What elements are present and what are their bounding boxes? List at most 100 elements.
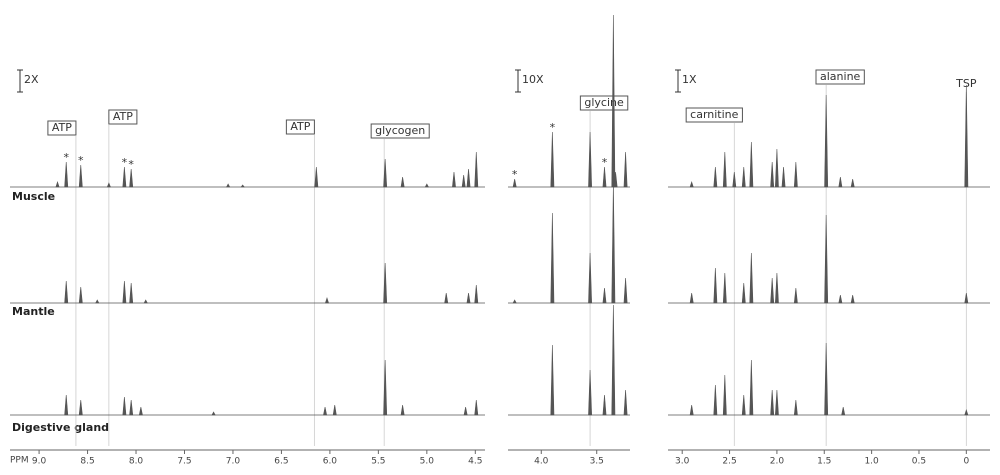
peak [741, 282, 746, 304]
peak [466, 168, 471, 188]
peak [588, 369, 592, 416]
peak [550, 344, 555, 416]
peak [611, 182, 616, 304]
peak [588, 252, 592, 304]
peak [400, 176, 405, 188]
peak [424, 183, 429, 188]
x-tick-label: 0 [963, 457, 969, 467]
peak [129, 168, 134, 188]
peak [774, 148, 779, 188]
peak [474, 284, 479, 304]
peak [383, 262, 388, 304]
x-tick-label: 4.5 [468, 457, 482, 467]
peak [732, 171, 737, 188]
row-label: Mantle [12, 305, 55, 318]
x-tick-label: 5.5 [371, 457, 385, 467]
peak [474, 399, 479, 416]
peak [824, 94, 829, 188]
scale-label: 1X [682, 73, 697, 86]
peak [55, 181, 60, 188]
peak [838, 176, 843, 188]
x-tick-label: 2.0 [770, 457, 785, 467]
marker: * [550, 121, 556, 134]
peak [770, 389, 775, 416]
peak [211, 411, 216, 416]
peak [64, 394, 69, 416]
x-tick-label: 7.0 [226, 457, 241, 467]
annotation-box [815, 69, 865, 85]
peak [64, 280, 69, 304]
peak [95, 299, 100, 304]
peak [78, 399, 83, 416]
peak [461, 174, 466, 188]
annotation-box [285, 119, 315, 135]
x-tick-label: 3.5 [590, 457, 604, 467]
peak [713, 267, 718, 304]
annotation-box [685, 107, 743, 123]
marker: * [63, 151, 69, 164]
peak [466, 292, 471, 304]
peak [106, 182, 111, 188]
peak [129, 399, 134, 416]
annotation: alanine [820, 70, 861, 83]
peak [713, 384, 718, 416]
peak [749, 252, 754, 304]
annotation-box [579, 95, 629, 111]
peak [722, 151, 727, 188]
peak [964, 409, 969, 416]
peak [793, 287, 798, 304]
peak [689, 181, 694, 188]
peak [964, 84, 969, 188]
peak [623, 151, 628, 188]
peak [741, 394, 746, 416]
peak [602, 166, 607, 188]
marker: * [78, 154, 84, 167]
peak [713, 166, 718, 188]
peak [323, 406, 328, 416]
peak [850, 178, 855, 188]
peak [793, 399, 798, 416]
peak [964, 292, 969, 304]
peak [741, 166, 746, 188]
peak [138, 406, 143, 416]
annotation: ATP [290, 120, 310, 133]
peak [793, 161, 798, 188]
x-tick-label: 2.5 [722, 457, 736, 467]
peak [824, 342, 829, 416]
marker: * [128, 158, 134, 171]
peak [332, 404, 337, 416]
peak [602, 394, 607, 416]
peak [383, 158, 388, 188]
peak [400, 404, 405, 416]
x-tick-label: 8.5 [80, 457, 94, 467]
scale-label: 2X [24, 73, 39, 86]
peak [512, 178, 517, 188]
marker: * [512, 168, 518, 181]
x-tick-label: 6.0 [323, 457, 338, 467]
x-tick-label: 1.5 [817, 457, 831, 467]
x-tick-label: 6.5 [274, 457, 288, 467]
peak [324, 297, 330, 304]
peak [78, 286, 83, 304]
peak [602, 287, 607, 304]
peak [240, 184, 245, 188]
peak [824, 214, 829, 304]
peak [838, 294, 843, 304]
x-tick-label: 4.0 [534, 457, 549, 467]
peak [774, 389, 779, 416]
peak [722, 374, 727, 416]
peak [781, 166, 786, 188]
peak [770, 161, 775, 188]
peak [623, 277, 628, 304]
marker: * [602, 156, 608, 169]
peak [226, 183, 231, 188]
x-tick-label: 7.5 [177, 457, 191, 467]
row-label: Muscle [12, 190, 55, 203]
peak [550, 131, 555, 188]
x-tick-label: 3.0 [675, 457, 690, 467]
peak [122, 396, 127, 416]
annotation-box [370, 123, 430, 139]
annotation: ATP [113, 110, 133, 123]
x-tick-label: 5.0 [420, 457, 435, 467]
